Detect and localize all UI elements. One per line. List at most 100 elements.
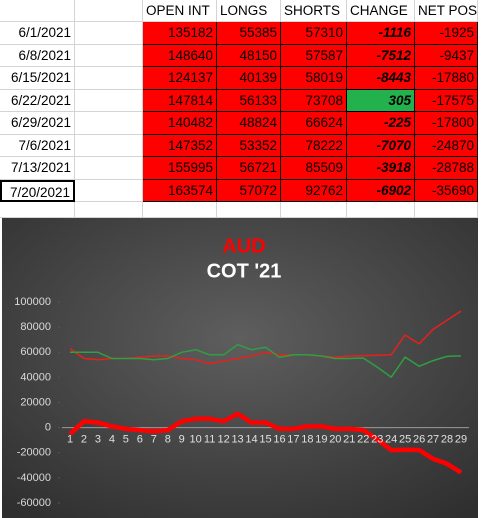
value-cell: 135182 bbox=[143, 22, 217, 45]
x-tick-label: 8 bbox=[165, 434, 171, 446]
value-cell: 92762 bbox=[281, 179, 347, 202]
series-line bbox=[69, 310, 462, 365]
y-tick-label: 60000 bbox=[20, 346, 51, 358]
empty-cell bbox=[415, 202, 478, 218]
empty-cell bbox=[75, 134, 143, 157]
y-tick-label: -40000 bbox=[17, 472, 51, 484]
series-line bbox=[70, 343, 462, 378]
empty-cell bbox=[0, 202, 75, 218]
value-cell: -1116 bbox=[347, 22, 415, 45]
date-cell: 6/15/2021 bbox=[0, 67, 75, 90]
x-tick-label: 14 bbox=[245, 434, 257, 446]
empty-cell bbox=[281, 202, 347, 218]
x-tick-label: 13 bbox=[231, 434, 243, 446]
x-tick-label: 4 bbox=[109, 434, 115, 446]
value-cell: 66624 bbox=[281, 112, 347, 135]
empty-cell bbox=[75, 44, 143, 67]
value-cell: 78222 bbox=[281, 134, 347, 157]
value-cell: 124137 bbox=[143, 67, 217, 90]
value-cell: 40139 bbox=[217, 67, 281, 90]
value-cell: -17575 bbox=[415, 89, 478, 112]
value-cell: 147352 bbox=[143, 134, 217, 157]
x-tick-label: 25 bbox=[399, 434, 411, 446]
empty-cell bbox=[75, 22, 143, 45]
y-tick-label: -60000 bbox=[17, 497, 51, 509]
x-tick-label: 10 bbox=[190, 434, 202, 446]
chart: AUD COT '21 -60000 -40000 -20000 0 20000 4000… bbox=[2, 218, 478, 518]
column-header: OPEN INT bbox=[143, 0, 217, 22]
value-cell: -3918 bbox=[347, 157, 415, 180]
value-cell: -35690 bbox=[415, 179, 478, 202]
value-cell: -17800 bbox=[415, 112, 478, 135]
value-cell: 305 bbox=[347, 89, 415, 112]
y-tick-label: -20000 bbox=[17, 447, 51, 459]
empty-cell bbox=[0, 0, 75, 22]
x-tick-label: 29 bbox=[455, 434, 467, 446]
date-cell: 6/8/2021 bbox=[0, 44, 75, 67]
x-tick-label: 19 bbox=[315, 434, 327, 446]
chart-title: AUD bbox=[222, 235, 265, 257]
value-cell: 48824 bbox=[217, 112, 281, 135]
value-cell: 56721 bbox=[217, 157, 281, 180]
empty-cell bbox=[75, 89, 143, 112]
value-cell: -1925 bbox=[415, 22, 478, 45]
value-cell: 140482 bbox=[143, 112, 217, 135]
x-tick-label: 18 bbox=[301, 434, 313, 446]
value-cell: 155995 bbox=[143, 157, 217, 180]
date-cell: 7/6/2021 bbox=[0, 134, 75, 157]
date-cell: 6/1/2021 bbox=[0, 22, 75, 45]
value-cell: 58019 bbox=[281, 67, 347, 90]
y-tick-label: 40000 bbox=[20, 371, 51, 383]
y-tick-label: 100000 bbox=[14, 296, 51, 308]
x-tick-label: 22 bbox=[357, 434, 369, 446]
x-tick-label: 27 bbox=[427, 434, 439, 446]
value-cell: -7512 bbox=[347, 44, 415, 67]
value-cell: -9437 bbox=[415, 44, 478, 67]
x-tick-label: 5 bbox=[123, 434, 129, 446]
value-cell: 56133 bbox=[217, 89, 281, 112]
x-tick-label: 11 bbox=[204, 434, 215, 446]
value-cell: 148640 bbox=[143, 44, 217, 67]
x-tick-label: 6 bbox=[137, 434, 143, 446]
date-cell: 7/20/2021 bbox=[0, 179, 75, 202]
value-cell: 53352 bbox=[217, 134, 281, 157]
empty-cell bbox=[347, 202, 415, 218]
x-tick-label: 21 bbox=[343, 434, 355, 446]
date-cell: 6/29/2021 bbox=[0, 112, 75, 135]
x-tick-label: 17 bbox=[287, 434, 299, 446]
x-tick-label: 3 bbox=[95, 434, 101, 446]
x-tick-label: 2 bbox=[81, 434, 87, 446]
column-header: NET POS. bbox=[415, 0, 478, 22]
x-tick-label: 1 bbox=[67, 434, 73, 446]
x-tick-label: 16 bbox=[273, 434, 285, 446]
x-tick-label: 15 bbox=[259, 434, 271, 446]
value-cell: -28788 bbox=[415, 157, 478, 180]
chart-subtitle: COT '21 bbox=[207, 260, 282, 282]
x-tick-label: 24 bbox=[385, 434, 397, 446]
y-tick-label: 20000 bbox=[20, 396, 51, 408]
x-tick-label: 26 bbox=[413, 434, 425, 446]
column-header: LONGS bbox=[217, 0, 281, 22]
column-header: CHANGE bbox=[347, 0, 415, 22]
x-tick-label: 12 bbox=[217, 434, 229, 446]
value-cell: -8443 bbox=[347, 67, 415, 90]
x-tick-label: 7 bbox=[151, 434, 157, 446]
empty-cell bbox=[75, 179, 143, 202]
value-cell: -17880 bbox=[415, 67, 478, 90]
date-cell: 6/22/2021 bbox=[0, 89, 75, 112]
value-cell: 57587 bbox=[281, 44, 347, 67]
value-cell: -24870 bbox=[415, 134, 478, 157]
x-tick-label: 23 bbox=[371, 434, 383, 446]
empty-cell bbox=[75, 112, 143, 135]
value-cell: 147814 bbox=[143, 89, 217, 112]
value-cell: 163574 bbox=[143, 179, 217, 202]
empty-cell bbox=[75, 157, 143, 180]
value-cell: 73708 bbox=[281, 89, 347, 112]
chart-background bbox=[2, 218, 478, 518]
value-cell: -7070 bbox=[347, 134, 415, 157]
x-tick-label: 28 bbox=[441, 434, 453, 446]
x-tick-label: 9 bbox=[179, 434, 185, 446]
value-cell: 55385 bbox=[217, 22, 281, 45]
empty-cell bbox=[143, 202, 217, 218]
